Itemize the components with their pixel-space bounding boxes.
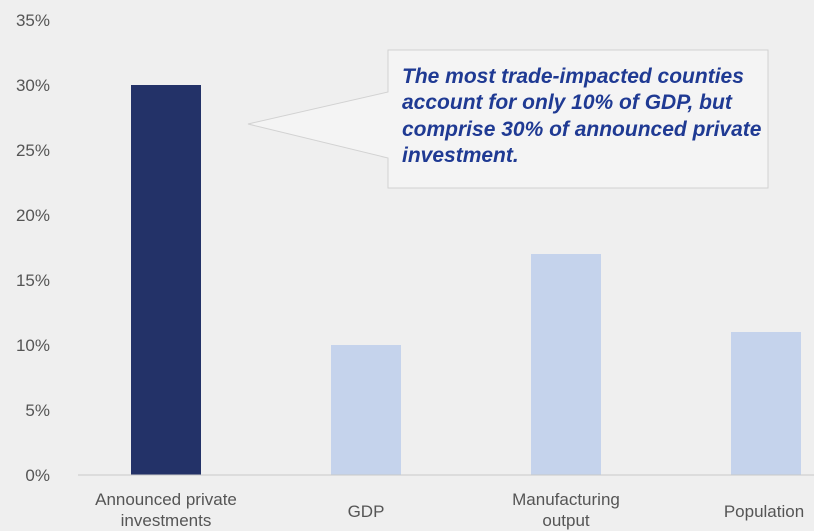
callout-text: The most trade-impacted counties account… xyxy=(402,65,762,167)
callout-bubble xyxy=(247,49,769,189)
x-category-label: Manufacturing output xyxy=(512,490,620,530)
x-category-label: Announced private investments xyxy=(95,490,237,530)
callout-layer xyxy=(247,49,769,189)
y-tick-label: 30% xyxy=(16,76,50,95)
y-tick-label: 35% xyxy=(16,11,50,30)
y-tick-label: 25% xyxy=(16,141,50,160)
x-axis-labels: Announced private investments GDP Manufactu… xyxy=(95,490,804,530)
x-category-label: Population xyxy=(724,502,804,521)
y-tick-label: 15% xyxy=(16,271,50,290)
bar xyxy=(531,254,601,475)
bar xyxy=(331,345,401,475)
bars xyxy=(131,85,801,475)
bar xyxy=(131,85,201,475)
bar xyxy=(731,332,801,475)
y-tick-label: 5% xyxy=(25,401,50,420)
y-tick-label: 20% xyxy=(16,206,50,225)
y-axis-ticks: 0% 5% 10% 15% 20% 25% 30% 35% xyxy=(16,11,50,485)
x-category-label: GDP xyxy=(348,502,385,521)
y-tick-label: 10% xyxy=(16,336,50,355)
y-tick-label: 0% xyxy=(25,466,50,485)
